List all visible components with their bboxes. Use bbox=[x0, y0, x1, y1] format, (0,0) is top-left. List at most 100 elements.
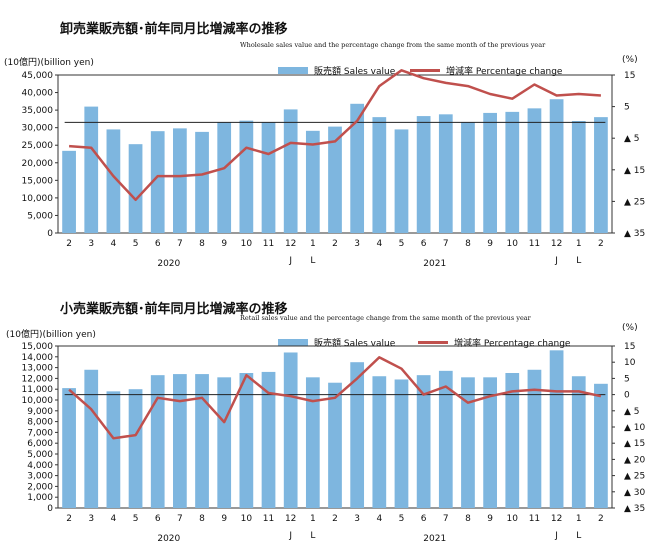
sales-value-bar bbox=[394, 129, 409, 233]
right-axis-tick-label: ▲ 30 bbox=[624, 488, 646, 498]
month-tick-label: 2 bbox=[598, 239, 604, 249]
right-axis-tick-label: 15 bbox=[624, 71, 635, 81]
left-axis-tick-label: 10,000 bbox=[22, 194, 54, 204]
month-tick-label: 9 bbox=[221, 239, 227, 249]
chart-subtitle: Retail sales value and the percentage ch… bbox=[240, 314, 531, 322]
month-tick-label: 10 bbox=[507, 239, 519, 249]
right-axis-tick-label: 5 bbox=[624, 103, 630, 113]
left-axis-tick-label: 15,000 bbox=[22, 176, 54, 186]
left-axis-tick-label: 25,000 bbox=[22, 141, 54, 151]
sales-value-bar bbox=[549, 99, 564, 233]
sales-value-bar bbox=[438, 114, 453, 233]
month-tick-label: 10 bbox=[241, 239, 253, 249]
chart-title: 小売業販売額･前年同月比増減率の推移 bbox=[60, 302, 288, 317]
sales-value-bar bbox=[483, 112, 497, 233]
month-marker-label: J bbox=[554, 256, 558, 266]
month-tick-label: 1 bbox=[576, 239, 582, 249]
right-axis-tick-label: 5 bbox=[624, 374, 630, 384]
chart-title: 卸売業販売額･前年同月比増減率の推移 bbox=[60, 22, 288, 37]
month-tick-label: 12 bbox=[551, 239, 562, 249]
month-marker-label: L bbox=[576, 256, 581, 266]
legend-label: 販売額 Sales value bbox=[314, 67, 396, 77]
year-label: 2020 bbox=[157, 534, 180, 544]
left-axis-tick-label: 13,000 bbox=[22, 364, 54, 374]
sales-value-bar bbox=[128, 144, 143, 233]
sales-value-bar bbox=[195, 374, 209, 508]
right-axis-unit: (%) bbox=[622, 55, 638, 65]
sales-value-bar bbox=[461, 377, 475, 508]
year-label: 2020 bbox=[157, 259, 180, 269]
left-axis-tick-label: 45,000 bbox=[22, 71, 54, 81]
left-axis-tick-label: 15,000 bbox=[22, 342, 54, 352]
sales-value-bar bbox=[527, 369, 542, 508]
sales-value-bar bbox=[195, 131, 209, 233]
sales-value-bar bbox=[328, 382, 342, 508]
sales-value-bar bbox=[305, 130, 320, 233]
month-tick-label: 12 bbox=[285, 514, 296, 524]
left-axis-tick-label: 1,000 bbox=[27, 493, 53, 503]
month-tick-label: 8 bbox=[465, 514, 471, 524]
month-tick-label: 5 bbox=[399, 514, 405, 524]
sales-value-bar bbox=[84, 369, 99, 508]
sales-value-bar bbox=[173, 128, 187, 233]
sales-value-bar bbox=[150, 131, 165, 233]
legend-bar-swatch bbox=[278, 67, 308, 74]
right-axis-tick-label: ▲ 35 bbox=[624, 504, 645, 514]
sales-value-bar bbox=[84, 106, 99, 233]
month-tick-label: 11 bbox=[263, 239, 274, 249]
month-tick-label: 4 bbox=[376, 514, 382, 524]
legend-sales-value: 販売額 Sales value bbox=[278, 64, 395, 77]
month-tick-label: 7 bbox=[443, 514, 449, 524]
month-tick-label: 3 bbox=[354, 514, 360, 524]
month-tick-label: 4 bbox=[376, 239, 382, 249]
month-tick-label: 2 bbox=[332, 239, 338, 249]
right-axis-tick-label: ▲ 15 bbox=[624, 439, 645, 449]
left-axis-tick-label: 8,000 bbox=[27, 418, 53, 428]
year-label: 2021 bbox=[423, 259, 446, 269]
legend-label: 増減率 Percentage change bbox=[454, 339, 571, 349]
chart-subtitle: Wholesale sales value and the percentage… bbox=[240, 41, 546, 49]
legend-line-swatch bbox=[418, 341, 448, 344]
left-axis-tick-label: 2,000 bbox=[27, 482, 53, 492]
sales-value-bar bbox=[128, 389, 143, 508]
month-tick-label: 12 bbox=[285, 239, 296, 249]
retail-chart: 01,0002,0003,0004,0005,0006,0007,0008,00… bbox=[22, 342, 646, 544]
sales-value-bar bbox=[594, 383, 608, 508]
left-axis-tick-label: 7,000 bbox=[27, 428, 53, 438]
sales-value-bar bbox=[239, 120, 254, 233]
sales-value-bar bbox=[283, 352, 298, 508]
left-axis-unit: (10億円)(billion yen) bbox=[4, 58, 94, 68]
month-tick-label: 8 bbox=[199, 514, 205, 524]
right-axis-tick-label: 15 bbox=[624, 342, 635, 352]
left-axis-tick-label: 30,000 bbox=[22, 124, 54, 134]
month-tick-label: 6 bbox=[421, 514, 427, 524]
right-axis-unit: (%) bbox=[622, 323, 638, 333]
sales-value-bar bbox=[571, 120, 586, 233]
left-axis-tick-label: 9,000 bbox=[27, 407, 53, 417]
left-axis-tick-label: 6,000 bbox=[27, 439, 53, 449]
month-tick-label: 3 bbox=[354, 239, 360, 249]
left-axis-tick-label: 3,000 bbox=[27, 472, 53, 482]
right-axis-tick-label: ▲ 35 bbox=[624, 229, 645, 239]
month-marker-label: L bbox=[310, 531, 315, 541]
left-axis-tick-label: 40,000 bbox=[22, 89, 54, 99]
month-marker-label: J bbox=[554, 531, 558, 541]
left-axis-tick-label: 11,000 bbox=[22, 385, 54, 395]
sales-value-bar bbox=[350, 362, 365, 508]
sales-value-bar bbox=[106, 391, 121, 508]
right-axis-tick-label: ▲ 5 bbox=[624, 134, 640, 144]
month-marker-label: J bbox=[288, 256, 292, 266]
sales-value-bar bbox=[416, 375, 431, 508]
month-tick-label: 7 bbox=[177, 239, 183, 249]
month-tick-label: 11 bbox=[529, 239, 540, 249]
left-axis-tick-label: 5,000 bbox=[27, 211, 53, 221]
sales-value-bar bbox=[217, 122, 232, 233]
wholesale-chart-panel: 卸売業販売額･前年同月比増減率の推移 Wholesale sales value… bbox=[0, 0, 670, 275]
month-tick-label: 2 bbox=[332, 514, 338, 524]
sales-value-bar bbox=[328, 126, 342, 233]
left-axis-tick-label: 10,000 bbox=[22, 396, 54, 406]
retail-chart-panel: 小売業販売額･前年同月比増減率の推移 Retail sales value an… bbox=[0, 290, 670, 555]
month-tick-label: 9 bbox=[221, 514, 227, 524]
month-tick-label: 6 bbox=[421, 239, 427, 249]
month-tick-label: 4 bbox=[111, 239, 117, 249]
